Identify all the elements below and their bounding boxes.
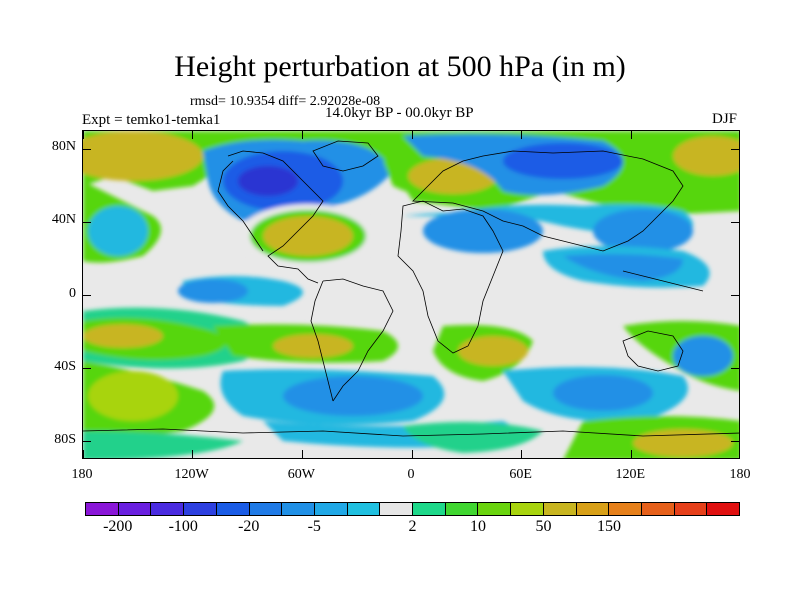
colorbar-swatch: [216, 503, 250, 515]
lon-tick: [630, 450, 632, 458]
lon-tick: [411, 131, 413, 139]
lon-label: 60W: [287, 467, 315, 482]
colorbar-swatch: [380, 503, 414, 515]
lon-tick: [83, 131, 84, 139]
lat-label: 0: [69, 285, 76, 301]
lon-tick: [192, 450, 194, 458]
colorbar-swatch: [347, 503, 381, 515]
colorbar-swatch: [641, 503, 675, 515]
colorbar-label: 150: [597, 518, 621, 535]
colorbar-swatch: [543, 503, 577, 515]
lat-tick: [83, 148, 91, 150]
colorbar-swatch: [674, 503, 708, 515]
lon-label: 120W: [174, 467, 209, 482]
colorbar-swatch: [249, 503, 283, 515]
eurasia-coast: [412, 150, 684, 252]
lat-label: 40N: [51, 212, 76, 228]
south-america-coast: [322, 278, 394, 402]
lon-label: 180: [729, 467, 751, 482]
antarctica-coast: [83, 428, 739, 437]
africa-coast: [397, 200, 504, 354]
colorbar-label: -200: [103, 518, 133, 535]
lon-tick: [630, 131, 632, 139]
lon-tick: [301, 450, 303, 458]
lon-label: 180: [71, 467, 93, 482]
lat-label: 40S: [54, 358, 76, 374]
colorbar-swatch: [511, 503, 544, 515]
lon-label: 0: [407, 467, 415, 482]
coastlines: [83, 140, 739, 437]
lat-tick: [731, 368, 739, 370]
colorbar-label: 10: [470, 518, 486, 535]
contour-map: [82, 130, 740, 459]
lat-tick: [731, 221, 739, 223]
south-america-west-coast: [310, 280, 334, 402]
lon-label: 60E: [509, 467, 532, 482]
colorbar-swatch: [478, 503, 512, 515]
colorbar-label: -20: [238, 518, 260, 535]
lat-tick: [83, 221, 91, 223]
colorbar-label: 50: [535, 518, 552, 535]
colorbar: [85, 502, 740, 516]
colorbar-swatch: [445, 503, 479, 515]
experiment-label: Expt = temko1-temka1: [82, 112, 221, 128]
lon-tick: [521, 450, 523, 458]
colorbar-swatch: [707, 503, 740, 515]
colorbar-label: 2: [408, 518, 417, 535]
colorbar-swatch: [86, 503, 119, 515]
north-america-coast: [227, 150, 324, 284]
north-america-west-coast: [217, 160, 264, 252]
lat-label: 80S: [54, 431, 76, 447]
lat-tick: [731, 441, 739, 443]
lat-tick: [731, 148, 739, 150]
plot-title: Height perturbation at 500 hPa (in m): [174, 50, 626, 83]
contour-map-svg: [83, 131, 739, 458]
colorbar-label: -5: [307, 518, 321, 535]
maritime-continent-coast: [622, 270, 704, 292]
lon-tick: [192, 131, 194, 139]
colorbar-swatch: [151, 503, 185, 515]
colorbar-label: -100: [168, 518, 198, 535]
rmsd-diff-stats: rmsd= 10.9354 diff= 2.92028e-08: [190, 94, 381, 109]
season-label: DJF: [712, 111, 738, 127]
lat-label: 80N: [51, 139, 76, 155]
period-label: 14.0kyr BP - 00.0kyr BP: [325, 105, 474, 121]
lon-tick: [411, 450, 413, 458]
greenland-coast: [312, 140, 379, 172]
lon-tick: [301, 131, 303, 139]
colorbar-swatch: [118, 503, 152, 515]
lat-tick: [83, 295, 91, 296]
colorbar-swatch: [282, 503, 315, 515]
colorbar-swatch: [314, 503, 348, 515]
lat-tick: [83, 368, 91, 370]
lon-tick: [521, 131, 523, 139]
lon-tick: [740, 131, 741, 139]
colorbar-swatch: [413, 503, 446, 515]
lon-tick: [83, 450, 84, 458]
lon-tick: [740, 450, 741, 458]
australia-coast: [622, 330, 684, 372]
lat-tick: [83, 441, 91, 443]
colorbar-swatch: [576, 503, 610, 515]
colorbar-swatch: [184, 503, 217, 515]
lat-tick: [731, 295, 739, 296]
lon-label: 120E: [615, 467, 646, 482]
colorbar-swatch: [609, 503, 642, 515]
